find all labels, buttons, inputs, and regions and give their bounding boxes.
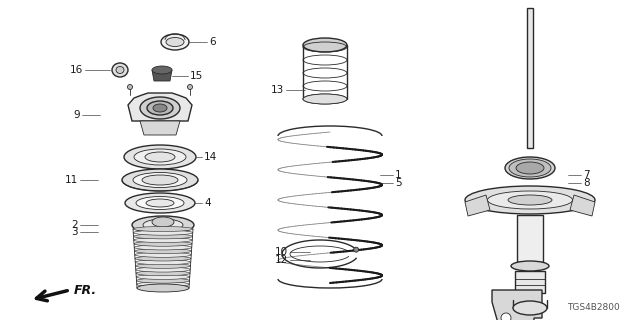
Ellipse shape — [134, 234, 193, 239]
Ellipse shape — [134, 149, 186, 165]
Ellipse shape — [137, 282, 189, 287]
Text: 3: 3 — [72, 227, 78, 237]
Ellipse shape — [135, 256, 191, 261]
Ellipse shape — [303, 94, 347, 104]
Ellipse shape — [136, 196, 184, 210]
Ellipse shape — [127, 84, 132, 90]
Text: 4: 4 — [204, 198, 211, 208]
Ellipse shape — [142, 175, 178, 185]
Polygon shape — [152, 70, 172, 81]
Ellipse shape — [153, 104, 167, 112]
Ellipse shape — [116, 67, 124, 74]
Polygon shape — [570, 195, 595, 216]
Ellipse shape — [136, 271, 190, 276]
Ellipse shape — [137, 285, 189, 291]
Ellipse shape — [152, 217, 174, 227]
Text: 11: 11 — [65, 175, 78, 185]
Text: 9: 9 — [74, 110, 80, 120]
Ellipse shape — [147, 101, 173, 115]
Text: 8: 8 — [583, 178, 589, 188]
Ellipse shape — [513, 301, 547, 315]
Ellipse shape — [140, 97, 180, 119]
Polygon shape — [515, 271, 545, 293]
Ellipse shape — [134, 249, 191, 254]
Ellipse shape — [135, 252, 191, 257]
Polygon shape — [465, 195, 490, 216]
Ellipse shape — [465, 186, 595, 214]
Ellipse shape — [508, 195, 552, 205]
Ellipse shape — [134, 237, 192, 243]
Ellipse shape — [516, 162, 544, 174]
Ellipse shape — [303, 38, 347, 52]
Ellipse shape — [136, 263, 191, 268]
Ellipse shape — [136, 275, 189, 279]
Polygon shape — [492, 290, 542, 320]
Ellipse shape — [133, 172, 187, 188]
Ellipse shape — [133, 227, 193, 231]
Ellipse shape — [161, 34, 189, 50]
Text: 15: 15 — [190, 71, 204, 81]
Ellipse shape — [146, 199, 174, 207]
Ellipse shape — [145, 152, 175, 162]
Ellipse shape — [488, 191, 573, 209]
Ellipse shape — [188, 84, 193, 90]
Text: FR.: FR. — [74, 284, 97, 297]
Text: 7: 7 — [583, 170, 589, 180]
Ellipse shape — [134, 241, 192, 246]
Text: 2: 2 — [72, 220, 78, 230]
Ellipse shape — [136, 278, 189, 283]
Text: 12: 12 — [275, 255, 288, 265]
Ellipse shape — [509, 159, 551, 177]
Polygon shape — [128, 93, 192, 121]
Ellipse shape — [501, 313, 511, 320]
Text: 13: 13 — [271, 85, 284, 95]
Ellipse shape — [122, 169, 198, 191]
Ellipse shape — [143, 219, 183, 231]
Text: TGS4B2800: TGS4B2800 — [567, 303, 620, 312]
Text: 10: 10 — [275, 247, 288, 257]
Ellipse shape — [132, 216, 194, 234]
Text: 14: 14 — [204, 152, 217, 162]
Polygon shape — [140, 121, 180, 135]
Ellipse shape — [124, 145, 196, 169]
Text: 6: 6 — [209, 37, 216, 47]
Ellipse shape — [112, 63, 128, 77]
Ellipse shape — [134, 245, 192, 250]
Ellipse shape — [125, 193, 195, 213]
Ellipse shape — [505, 157, 555, 179]
Ellipse shape — [137, 284, 189, 292]
Ellipse shape — [152, 66, 172, 74]
Ellipse shape — [135, 260, 191, 265]
Ellipse shape — [354, 247, 358, 252]
Ellipse shape — [511, 261, 549, 271]
Ellipse shape — [136, 267, 190, 272]
Polygon shape — [517, 215, 543, 262]
Ellipse shape — [133, 230, 193, 235]
Text: 5: 5 — [395, 178, 402, 188]
Text: 16: 16 — [70, 65, 83, 75]
Text: 1: 1 — [395, 170, 402, 180]
Ellipse shape — [166, 37, 184, 46]
Polygon shape — [527, 8, 533, 148]
